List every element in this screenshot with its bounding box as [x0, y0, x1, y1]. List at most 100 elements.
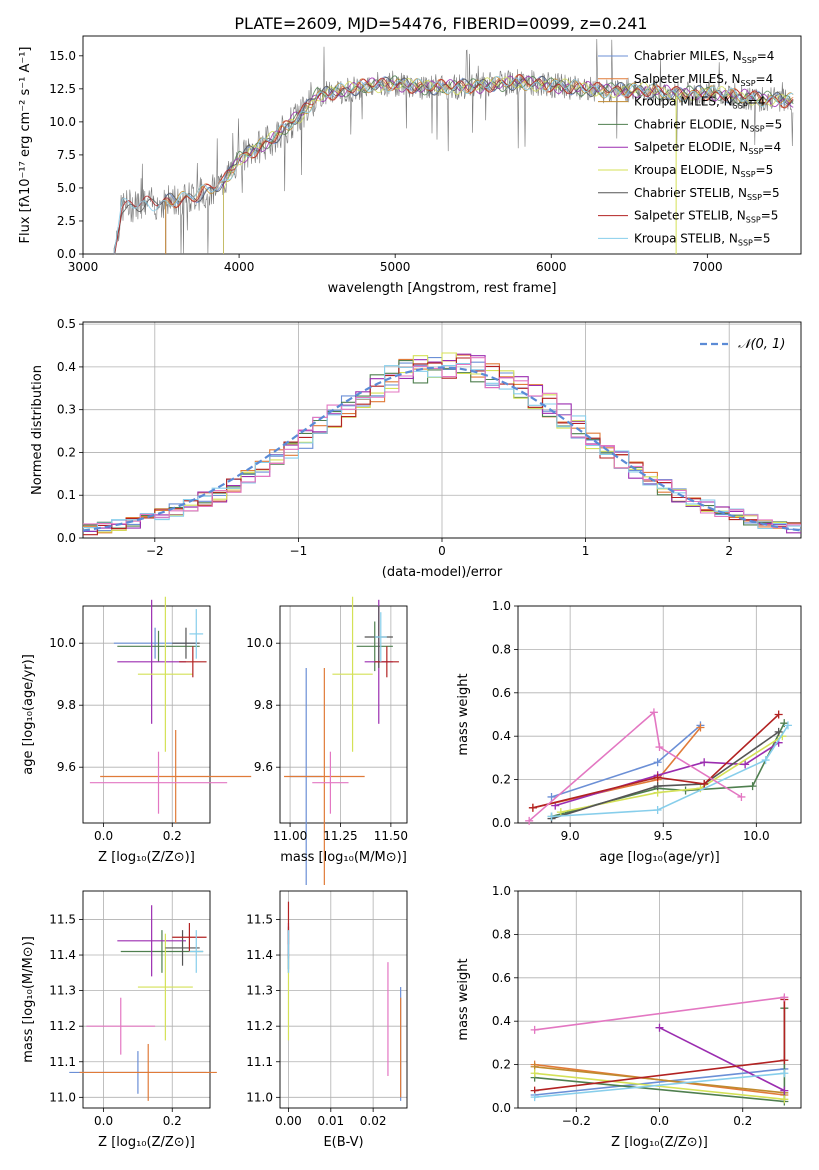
y-tick-label: 15.0 — [49, 49, 76, 63]
model-spectrum-line — [223, 76, 794, 254]
legend-entry: Salpeter ELODIE, NSSP=4 — [634, 140, 781, 156]
y-tick-label: 9.6 — [57, 760, 76, 774]
weight-line — [560, 735, 783, 813]
x-tick-label: 0.01 — [317, 1114, 344, 1128]
weight-line — [534, 1072, 785, 1098]
weight-line — [534, 996, 785, 1031]
y-tick-label: 0.8 — [492, 642, 511, 656]
weight-marker — [653, 782, 662, 791]
y-tick-label: 10.0 — [246, 636, 273, 650]
x-tick-label: 0.00 — [275, 1114, 302, 1128]
legend-entry: Kroupa ELODIE, NSSP=5 — [634, 163, 773, 179]
spectrum-panel — [79, 35, 802, 258]
y-tick-label: 9.8 — [57, 698, 76, 712]
weight-marker — [780, 1086, 789, 1095]
weight-marker — [700, 758, 709, 767]
x-tick-label: 9.5 — [654, 829, 673, 843]
z-vs-weight-frame — [517, 890, 802, 1109]
y-tick-label: 11.0 — [246, 1090, 273, 1104]
weight-marker — [530, 1069, 539, 1078]
weight-marker — [780, 1056, 789, 1065]
x-axis-label: Z [log₁₀(Z/Z⊙)] — [98, 1135, 195, 1150]
weight-line — [534, 1068, 785, 1096]
age-vs-weight-frame — [517, 605, 802, 824]
x-axis-label: mass [log₁₀(M/M⊙)] — [280, 850, 407, 865]
legend-entry: Salpeter MILES, NSSP=4 — [634, 72, 773, 88]
spectrum-frame — [82, 35, 802, 255]
y-axis-label: mass weight — [456, 958, 471, 1040]
z-vs-weight-panel — [514, 890, 802, 1112]
legend-entry: Chabrier STELIB, NSSP=5 — [634, 186, 780, 202]
x-axis-label: (data-model)/error — [382, 565, 503, 580]
y-tick-label: 11.3 — [49, 984, 76, 998]
x-tick-label: 6000 — [536, 260, 567, 274]
y-tick-label: 0.4 — [492, 1014, 511, 1028]
weight-marker — [525, 816, 534, 825]
y-tick-label: 5.0 — [57, 181, 76, 195]
y-tick-label: 11.4 — [246, 948, 273, 962]
y-tick-label: 0.2 — [492, 773, 511, 787]
y-tick-label: 10.0 — [49, 636, 76, 650]
weight-line — [551, 722, 785, 818]
y-tick-label: 1.0 — [492, 884, 511, 898]
weight-line — [534, 1066, 785, 1094]
figure-title: PLATE=2609, MJD=54476, FIBERID=0099, z=0… — [234, 14, 647, 33]
ebv-vs-mass-panel — [276, 890, 408, 1112]
y-tick-label: 11.2 — [49, 1019, 76, 1033]
y-tick-label: 9.6 — [254, 760, 273, 774]
weight-marker — [655, 743, 664, 752]
x-tick-label: −0.2 — [562, 1114, 591, 1128]
weight-marker — [741, 760, 750, 769]
x-tick-label: −1 — [290, 544, 308, 558]
y-axis-label: age [log₁₀(age/yr)] — [21, 654, 36, 775]
x-tick-label: 10.0 — [743, 829, 770, 843]
y-tick-label: 9.8 — [254, 698, 273, 712]
x-tick-label: 11.00 — [273, 829, 307, 843]
weight-line — [532, 713, 780, 809]
y-tick-label: 0.6 — [492, 686, 511, 700]
weight-marker — [783, 721, 792, 730]
x-tick-label: 0.0 — [650, 1114, 669, 1128]
x-axis-label: wavelength [Angstrom, rest frame] — [328, 281, 557, 296]
data-spectrum-line — [113, 38, 794, 255]
legend-entry: Chabrier MILES, NSSP=4 — [634, 49, 774, 65]
x-tick-label: 2 — [725, 544, 733, 558]
gaussian-curve — [82, 366, 802, 532]
x-tick-label: 0.2 — [163, 829, 182, 843]
weight-marker — [780, 993, 789, 1002]
z-vs-age-panel — [79, 596, 252, 827]
legend-entry: 𝒩(0, 1) — [738, 337, 785, 352]
x-tick-label: 0 — [438, 544, 446, 558]
weight-marker — [528, 803, 537, 812]
y-tick-label: 10.0 — [49, 115, 76, 129]
y-tick-label: 0.0 — [492, 1101, 511, 1115]
y-axis-label: mass [log₁₀(M/M⊙)] — [21, 936, 36, 1063]
model-spectrum-line — [113, 73, 794, 255]
y-tick-label: 0.2 — [492, 1058, 511, 1072]
x-tick-label: 3000 — [68, 260, 99, 274]
y-axis-label: mass weight — [456, 673, 471, 755]
y-tick-label: 11.5 — [49, 912, 76, 926]
y-tick-label: 11.2 — [246, 1019, 273, 1033]
model-spectrum-line — [113, 75, 794, 254]
weight-marker — [653, 758, 662, 767]
x-tick-label: −2 — [146, 544, 164, 558]
x-tick-label: 4000 — [224, 260, 255, 274]
x-tick-label: 5000 — [380, 260, 411, 274]
weight-line — [659, 1026, 785, 1092]
z-vs-mass-frame — [82, 890, 211, 1109]
y-tick-label: 7.5 — [57, 148, 76, 162]
weight-marker — [653, 805, 662, 814]
legend-entry: Salpeter STELIB, NSSP=5 — [634, 209, 778, 225]
weight-marker — [547, 812, 556, 821]
weight-marker — [655, 1023, 664, 1032]
weight-marker — [774, 727, 783, 736]
x-axis-label: age [log₁₀(age/yr)] — [599, 850, 720, 865]
y-tick-label: 0.0 — [57, 247, 76, 261]
y-tick-label: 11.3 — [246, 984, 273, 998]
legend-entry: Kroupa MILES, NSSP=4 — [634, 95, 765, 111]
weight-line — [551, 731, 780, 820]
y-tick-label: 1.0 — [492, 599, 511, 613]
y-tick-label: 0.8 — [492, 927, 511, 941]
